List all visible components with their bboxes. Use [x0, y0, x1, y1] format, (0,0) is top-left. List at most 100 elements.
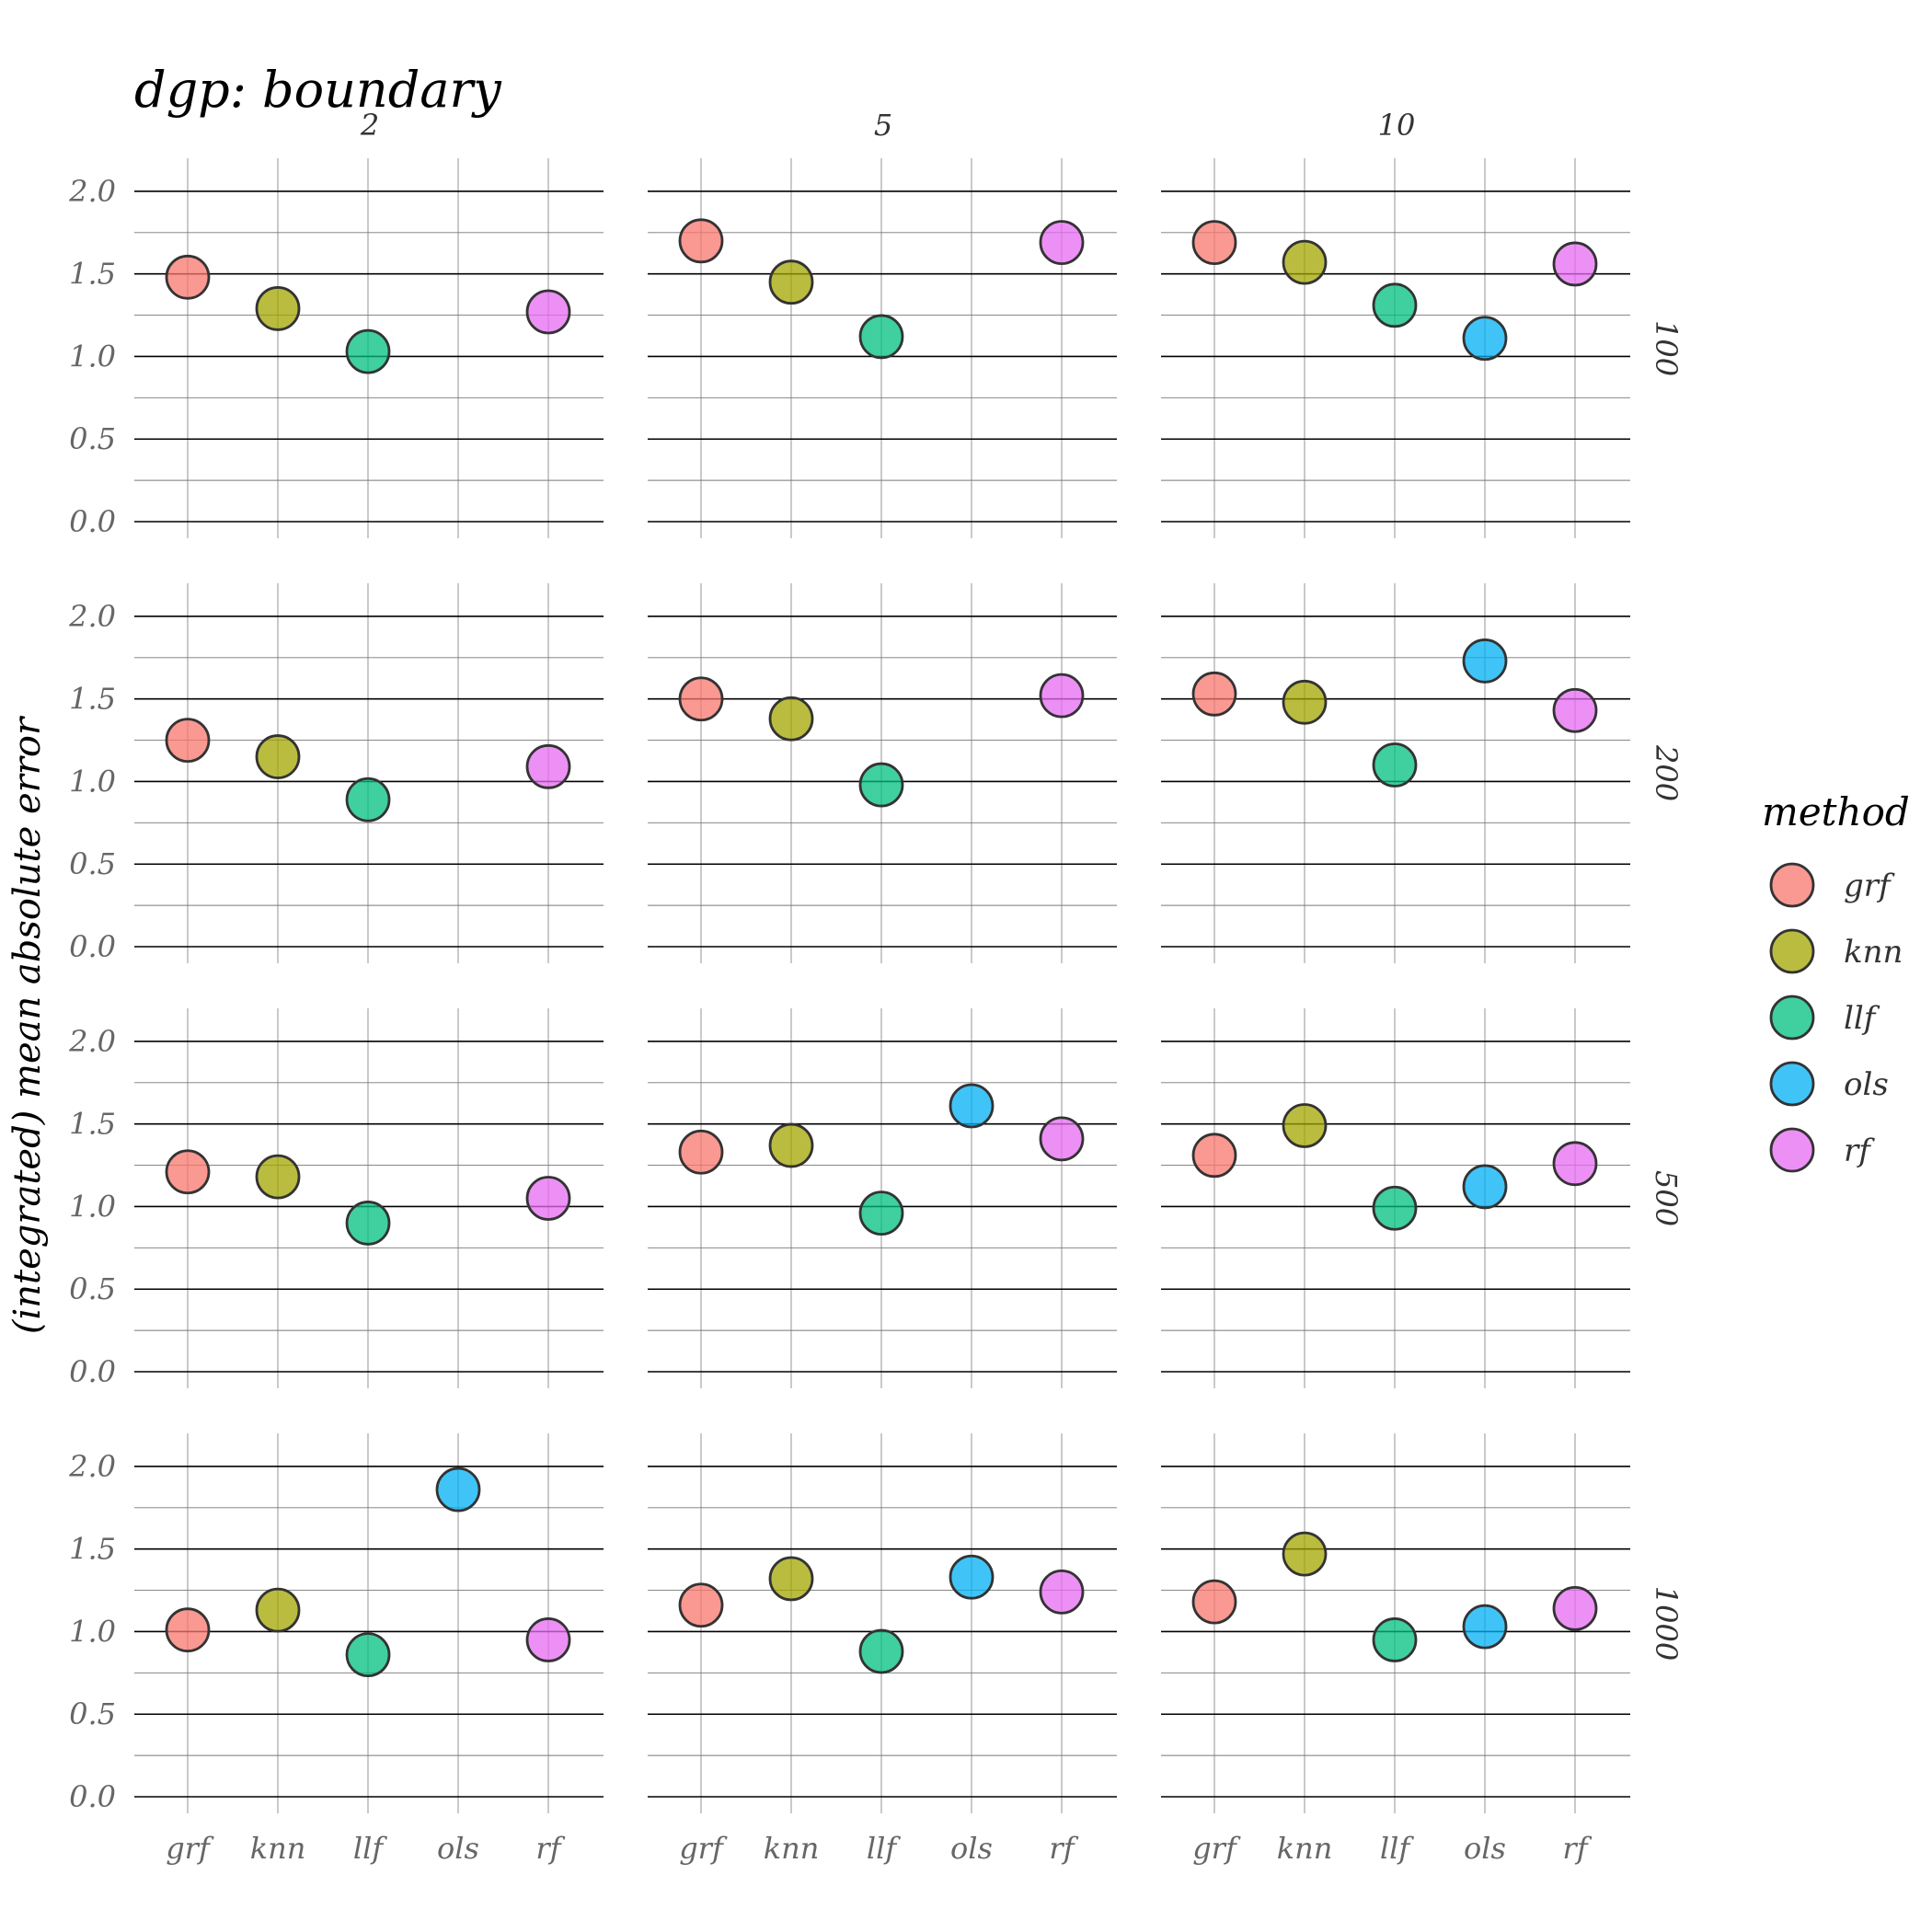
panel-row-100-col-10 [1161, 158, 1630, 538]
point-grf-n1000-p5 [678, 1582, 724, 1628]
y-tick-label: 1.5 [69, 257, 116, 292]
panel-row-500-col-5 [648, 1008, 1117, 1388]
point-grf-n100-p10 [1191, 220, 1237, 266]
panel-row-500-col-10 [1161, 1008, 1630, 1388]
point-llf-n1000-p10 [1372, 1617, 1418, 1662]
legend-key-knn [1769, 928, 1815, 974]
point-knn-n200-p2 [255, 734, 301, 779]
y-tick-label: 1.0 [69, 1614, 116, 1649]
point-rf-n100-p2 [525, 289, 571, 335]
point-grf-n200-p2 [165, 718, 211, 763]
y-tick-label: 1.0 [69, 764, 116, 799]
y-tick-label: 1.5 [69, 682, 116, 717]
x-tick-label-ols: ols [950, 1831, 993, 1866]
y-axis-label: (integrated) mean absolute error [6, 715, 49, 1334]
chart-title: dgp: boundary [134, 61, 502, 119]
point-knn-n100-p2 [255, 286, 301, 331]
point-knn-n200-p10 [1282, 679, 1328, 725]
legend-key-ols [1769, 1061, 1815, 1107]
point-rf-n1000-p10 [1552, 1585, 1598, 1631]
y-tick-label: 1.0 [69, 339, 116, 374]
y-tick-label: 0.0 [69, 1354, 116, 1389]
point-llf-n500-p2 [345, 1201, 391, 1246]
legend-label-rf: rf [1844, 1133, 1875, 1169]
point-rf-n500-p5 [1039, 1116, 1085, 1162]
point-ols-n1000-p10 [1462, 1604, 1508, 1650]
point-rf-n500-p2 [525, 1176, 571, 1221]
y-tick-label: 0.0 [69, 1779, 116, 1814]
y-tick-label: 2.0 [68, 1024, 116, 1059]
point-ols-n200-p10 [1462, 638, 1508, 684]
point-grf-n200-p10 [1191, 671, 1237, 717]
point-rf-n200-p2 [525, 743, 571, 789]
x-tick-label-rf: rf [1562, 1831, 1592, 1866]
y-tick-label: 1.5 [69, 1532, 116, 1567]
point-grf-n500-p5 [678, 1129, 724, 1175]
y-tick-label: 0.5 [69, 1696, 116, 1731]
legend-label-grf: grf [1844, 868, 1895, 904]
col-strip-label-2: 2 [360, 108, 379, 143]
legend-key-llf [1769, 995, 1815, 1041]
point-grf-n200-p5 [678, 676, 724, 722]
point-knn-n200-p5 [768, 696, 814, 742]
point-llf-n100-p2 [345, 328, 391, 374]
panel-row-500-col-2 [134, 1008, 604, 1388]
point-grf-n1000-p10 [1191, 1579, 1237, 1625]
panel-row-200-col-10 [1161, 583, 1630, 963]
legend-key-rf [1769, 1127, 1815, 1173]
row-strip-label-500: 500 [1649, 1170, 1684, 1226]
panel-row-100-col-5 [648, 158, 1117, 538]
point-llf-n200-p10 [1372, 742, 1418, 788]
point-rf-n1000-p2 [525, 1617, 571, 1662]
panel-row-200-col-5 [648, 583, 1117, 963]
row-strip-label-1000: 1000 [1649, 1586, 1684, 1661]
y-tick-label: 1.0 [69, 1189, 116, 1224]
y-tick-label: 0.5 [69, 1271, 116, 1306]
point-knn-n100-p5 [768, 259, 814, 305]
col-strip-label-5: 5 [874, 108, 892, 143]
point-llf-n500-p5 [858, 1190, 904, 1236]
point-ols-n1000-p2 [435, 1466, 481, 1512]
legend-title: method [1762, 789, 1910, 834]
point-grf-n100-p2 [165, 254, 211, 300]
y-tick-label: 1.5 [69, 1107, 116, 1142]
legend-label-llf: llf [1844, 1000, 1880, 1037]
point-llf-n1000-p2 [345, 1632, 391, 1678]
point-rf-n200-p10 [1552, 687, 1598, 733]
legend-key-grf [1769, 862, 1815, 908]
point-knn-n500-p5 [768, 1122, 814, 1168]
point-knn-n1000-p10 [1282, 1531, 1328, 1577]
legend: method grf knn llf ols rf [1762, 789, 1910, 1173]
panel-row-1000-col-5 [648, 1433, 1117, 1813]
point-rf-n100-p10 [1552, 241, 1598, 287]
x-tick-label-ols: ols [1464, 1831, 1506, 1866]
point-grf-n100-p5 [678, 218, 724, 264]
panel-row-200-col-2 [134, 583, 604, 963]
x-tick-label-grf: grf [1192, 1831, 1241, 1866]
point-knn-n500-p10 [1282, 1103, 1328, 1148]
x-tick-label-grf: grf [679, 1831, 728, 1866]
point-rf-n100-p5 [1039, 220, 1085, 266]
x-tick-label-llf: llf [1380, 1831, 1414, 1866]
x-tick-label-llf: llf [353, 1831, 387, 1866]
panel-row-1000-col-10 [1161, 1433, 1630, 1813]
point-ols-n500-p10 [1462, 1164, 1508, 1210]
x-tick-label-rf: rf [535, 1831, 565, 1866]
point-knn-n1000-p5 [768, 1556, 814, 1602]
y-tick-label: 2.0 [68, 1449, 116, 1484]
row-strip-label-100: 100 [1649, 320, 1684, 376]
point-llf-n1000-p5 [858, 1628, 904, 1674]
y-tick-label: 0.5 [69, 846, 116, 881]
x-tick-label-knn: knn [250, 1831, 306, 1866]
point-llf-n100-p5 [858, 314, 904, 360]
point-knn-n100-p10 [1282, 239, 1328, 285]
point-grf-n500-p2 [165, 1149, 211, 1195]
col-strip-label-10: 10 [1378, 108, 1416, 143]
row-strip-label-200: 200 [1649, 744, 1684, 801]
facet-panels: 0.0 0.5 1.0 1.5 2.0 100 0.0 0.5 1.0 1.5 2.0 200 0.0 0… [68, 108, 1684, 1866]
point-knn-n1000-p2 [255, 1587, 301, 1633]
point-knn-n500-p2 [255, 1154, 301, 1200]
x-tick-label-knn: knn [764, 1831, 820, 1866]
point-grf-n1000-p2 [165, 1607, 211, 1653]
